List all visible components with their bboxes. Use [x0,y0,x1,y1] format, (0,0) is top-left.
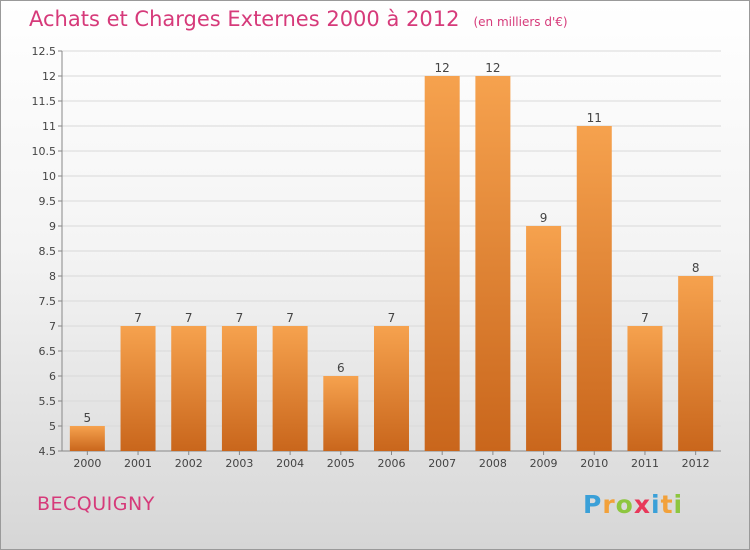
tick-labels: 4.5 5 5.5 6 6.5 7 7.5 8 8.5 9 9.5 10 10.5 11 11.5 12 12.… [32,45,710,470]
bar [120,326,156,451]
y-tick-label: 11 [42,120,56,133]
logo-letter: r [602,490,616,519]
data-label: 8 [692,261,700,275]
data-label: 12 [435,61,450,75]
y-tick-label: 10.5 [32,145,57,158]
data-label: 12 [485,61,500,75]
bar [526,226,562,451]
bar [272,326,308,451]
data-label: 5 [84,411,92,425]
unit-text: (en milliers d'€) [473,15,568,29]
x-tick-label: 2002 [175,457,203,470]
bar [323,376,359,451]
data-label: 9 [540,211,548,225]
logo-letter: x [633,490,651,519]
y-tick-label: 8.5 [39,245,57,258]
x-tick-label: 2008 [479,457,507,470]
x-tick-label: 2003 [225,457,253,470]
bar [69,426,105,451]
x-tick-label: 2009 [530,457,558,470]
x-tick-label: 2000 [73,457,101,470]
y-tick-label: 11.5 [32,95,57,108]
data-label: 7 [236,311,244,325]
y-tick-label: 8 [49,270,56,283]
data-label: 7 [388,311,396,325]
x-tick-label: 2010 [580,457,608,470]
x-tick-label: 2006 [378,457,406,470]
bars [69,76,714,451]
data-label: 6 [337,361,345,375]
data-label: 7 [286,311,294,325]
bar [475,76,511,451]
x-tick-label: 2004 [276,457,304,470]
bar [374,326,409,451]
chart-title: Achats et Charges Externes 2000 à 2012 (e… [29,7,568,31]
x-tick-label: 2001 [124,457,152,470]
y-tick-label: 10 [42,170,56,183]
logo-letter: t [660,490,674,519]
bar [424,76,460,451]
data-label: 11 [587,111,602,125]
y-tick-label: 9.5 [39,195,57,208]
y-tick-label: 5 [49,420,56,433]
x-tick-label: 2011 [631,457,659,470]
y-tick-label: 9 [49,220,56,233]
x-tick-label: 2007 [428,457,456,470]
y-tick-label: 7 [49,320,56,333]
bar [627,326,663,451]
y-tick-label: 6.5 [39,345,57,358]
y-tick-label: 12.5 [32,45,57,58]
data-label: 7 [134,311,142,325]
bar [221,326,257,451]
y-tick-label: 5.5 [39,395,57,408]
data-label: 7 [641,311,649,325]
x-tick-label: 2005 [327,457,355,470]
bar [678,276,714,451]
x-tick-label: 2012 [682,457,710,470]
title-text: Achats et Charges Externes 2000 à 2012 [29,7,460,31]
logo-letter: P [583,490,603,519]
data-label: 7 [185,311,193,325]
y-tick-label: 6 [49,370,56,383]
logo-letter: i [673,490,684,519]
data-labels: 5 7 7 7 7 6 7 12 12 9 11 7 8 [84,61,700,425]
bar [171,326,207,451]
y-tick-label: 4.5 [39,445,57,458]
logo-letter: o [615,490,634,519]
y-tick-label: 7.5 [39,295,57,308]
logo-letter: i [651,490,661,519]
y-tick-label: 12 [42,70,56,83]
proxiti-logo: Proxiti [583,490,683,519]
commune-name: BECQUIGNY [37,493,155,515]
bar [576,126,612,451]
